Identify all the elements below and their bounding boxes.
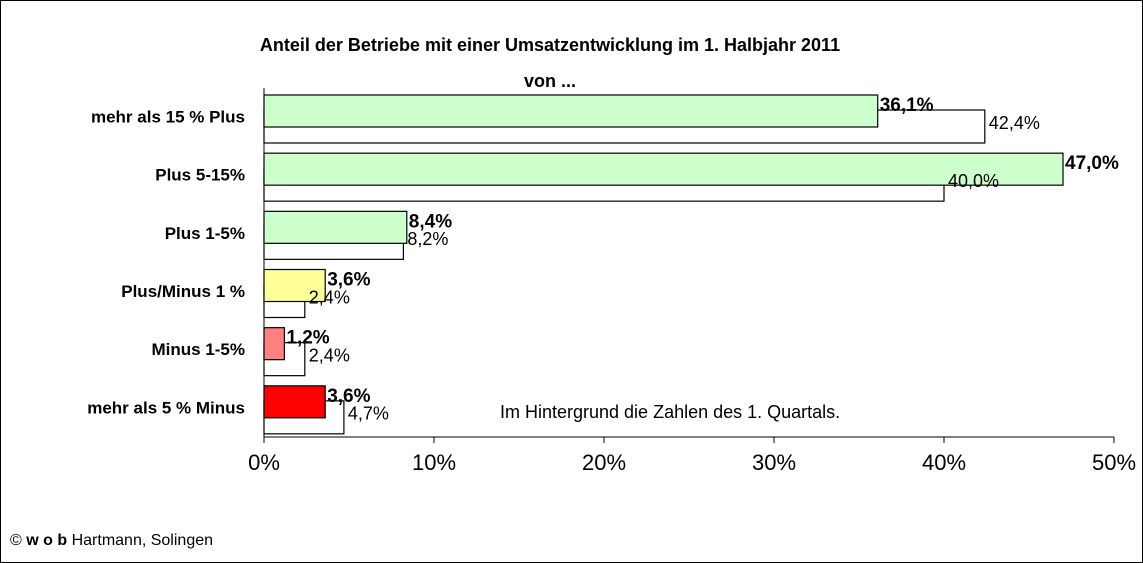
category-label: Plus 1-5% — [165, 224, 245, 243]
data-label: 3,6% — [327, 386, 370, 407]
bar — [263, 152, 1064, 186]
bar — [263, 210, 408, 244]
x-tick-label: 0% — [248, 450, 280, 475]
bar — [263, 94, 879, 128]
chart-title: Anteil der Betriebe mit einer Umsatzentw… — [260, 35, 840, 55]
x-tick-label: 20% — [582, 450, 626, 475]
x-tick-label: 10% — [412, 450, 456, 475]
source-bold: w o b — [25, 532, 67, 549]
category-label: mehr als 5 % Minus — [87, 398, 245, 417]
x-tick-label: 50% — [1092, 450, 1136, 475]
data-label: 8,2% — [407, 229, 448, 249]
data-label: 36,1% — [880, 95, 934, 116]
data-label: 2,4% — [309, 345, 350, 365]
data-label: 47,0% — [1065, 153, 1119, 174]
x-tick-label: 30% — [752, 450, 796, 475]
chart-title: von ... — [524, 71, 576, 91]
bar — [263, 385, 326, 419]
category-label: Minus 1-5% — [151, 340, 245, 359]
category-label: Plus/Minus 1 % — [121, 282, 245, 301]
category-label: Plus 5-15% — [155, 166, 245, 185]
data-label: 40,0% — [948, 171, 999, 191]
category-label: mehr als 15 % Plus — [91, 107, 245, 126]
data-label: 2,4% — [309, 287, 350, 307]
data-label: 42,4% — [989, 113, 1040, 133]
source-text: Hartmann, Solingen — [72, 532, 213, 549]
x-tick-label: 40% — [922, 450, 966, 475]
bar — [263, 327, 285, 361]
data-label: 1,2% — [286, 328, 329, 349]
data-label: 8,4% — [409, 211, 452, 232]
source: © w o b Hartmann, Solingen — [10, 532, 213, 549]
annotation: Im Hintergrund die Zahlen des 1. Quartal… — [500, 402, 840, 422]
data-label: 4,7% — [348, 404, 389, 424]
source-symbol: © — [10, 532, 22, 549]
data-label: 3,6% — [327, 270, 370, 291]
